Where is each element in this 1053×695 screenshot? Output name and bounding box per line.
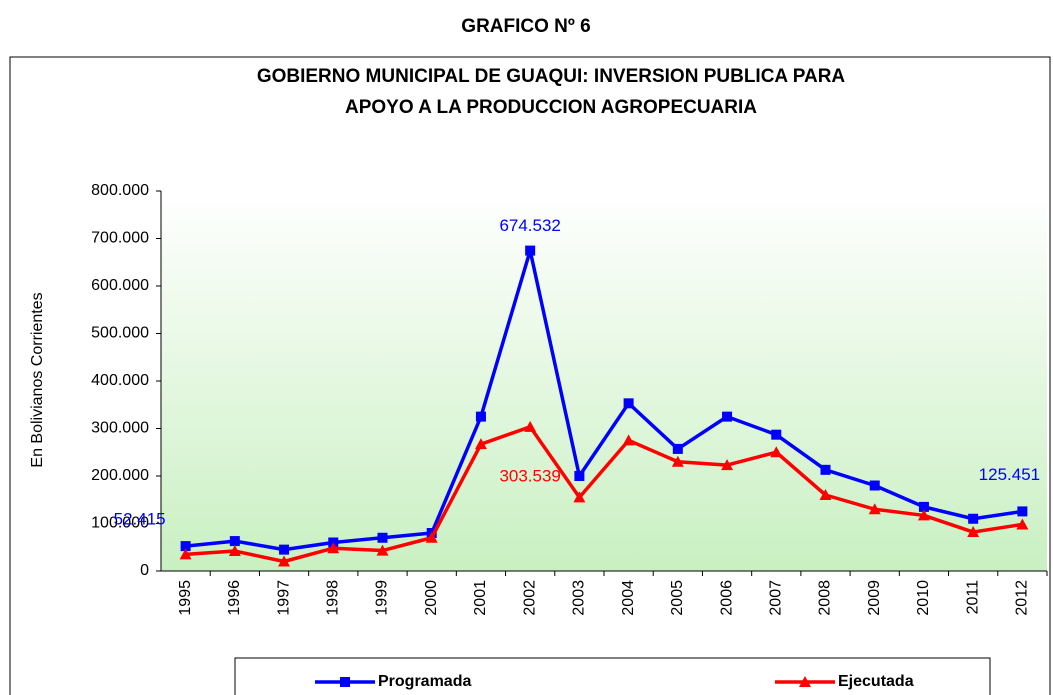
- x-tick-label: 2004: [620, 580, 637, 616]
- x-tick-label: 1995: [177, 580, 194, 616]
- data-label: 52.415: [114, 510, 166, 529]
- series-line: [185, 248, 1023, 552]
- data-point: [179, 548, 192, 560]
- data-point: [425, 531, 438, 543]
- data-point: [1016, 518, 1029, 530]
- x-tick-label: 2003: [571, 580, 588, 616]
- chart-title: GOBIERNO MUNICIPAL DE GUAQUI: INVERSION …: [257, 66, 846, 87]
- x-tick-label: 2002: [521, 580, 538, 616]
- data-point: [327, 542, 340, 554]
- legend: [234, 657, 991, 695]
- x-tick-label: 2000: [423, 580, 440, 616]
- chart-subtitle: APOYO A LA PRODUCCION AGROPECUARIA: [345, 97, 757, 118]
- data-point: [475, 411, 486, 422]
- x-tick-label: 2012: [1014, 580, 1031, 616]
- y-tick-label: 800.000: [91, 182, 149, 199]
- data-point: [770, 446, 783, 458]
- x-tick-label: 2009: [866, 580, 883, 616]
- legend-marker: [340, 677, 350, 687]
- x-tick-label: 1996: [226, 580, 243, 616]
- data-point: [868, 503, 881, 515]
- data-point: [721, 459, 734, 471]
- data-point: [819, 489, 832, 500]
- data-point: [722, 411, 733, 422]
- x-tick-label: 2011: [964, 580, 981, 615]
- data-point: [623, 398, 634, 409]
- data-label: 303.539: [499, 466, 560, 485]
- y-tick-label: 600.000: [91, 277, 149, 294]
- x-tick-label: 2010: [915, 580, 932, 616]
- data-point: [574, 471, 585, 481]
- x-tick-label: 1999: [374, 580, 391, 616]
- data-point: [279, 544, 290, 555]
- data-point: [377, 532, 388, 543]
- data-label: 674.532: [499, 216, 560, 235]
- data-point: [671, 455, 684, 467]
- page-heading: GRAFICO Nº 6: [461, 16, 590, 37]
- legend-label: Ejecutada: [838, 673, 914, 690]
- data-label: 125.451: [979, 465, 1040, 484]
- x-tick-label: 2008: [817, 580, 834, 616]
- x-tick-label: 1998: [324, 580, 341, 616]
- x-tick-label: 2007: [767, 580, 784, 616]
- data-point: [278, 555, 291, 567]
- data-point: [228, 545, 241, 557]
- y-tick-label: 0: [140, 562, 149, 579]
- y-tick-label: 200.000: [91, 467, 149, 484]
- x-tick-label: 2005: [669, 580, 686, 616]
- y-tick-label: 400.000: [91, 372, 149, 389]
- plot-area: [161, 191, 1047, 571]
- x-tick-label: 2006: [718, 580, 735, 616]
- data-point: [622, 434, 635, 446]
- data-point: [524, 420, 537, 432]
- y-tick-label: 500.000: [91, 325, 149, 342]
- data-point: [1017, 506, 1028, 517]
- data-point: [180, 541, 191, 552]
- data-point: [771, 429, 782, 440]
- data-point: [967, 526, 980, 538]
- data-point: [672, 443, 683, 454]
- x-tick-label: 2001: [472, 580, 489, 616]
- data-point: [525, 245, 536, 256]
- data-point: [820, 464, 831, 475]
- data-point: [918, 501, 929, 512]
- y-axis-label: En Bolivianos Corrientes: [29, 292, 46, 467]
- y-tick-label: 700.000: [91, 230, 149, 247]
- series-line: [185, 425, 1023, 564]
- data-point: [573, 491, 586, 503]
- x-tick-label: 1997: [275, 580, 292, 616]
- data-point: [869, 480, 880, 491]
- data-point: [968, 513, 979, 524]
- y-tick-label: 300.000: [91, 420, 149, 437]
- legend-label: Programada: [378, 673, 471, 690]
- y-tick-label: 100.000: [91, 515, 149, 532]
- data-point: [474, 438, 487, 450]
- legend-marker: [799, 676, 811, 687]
- data-point: [376, 544, 389, 556]
- data-point: [917, 509, 930, 521]
- data-point: [229, 536, 240, 547]
